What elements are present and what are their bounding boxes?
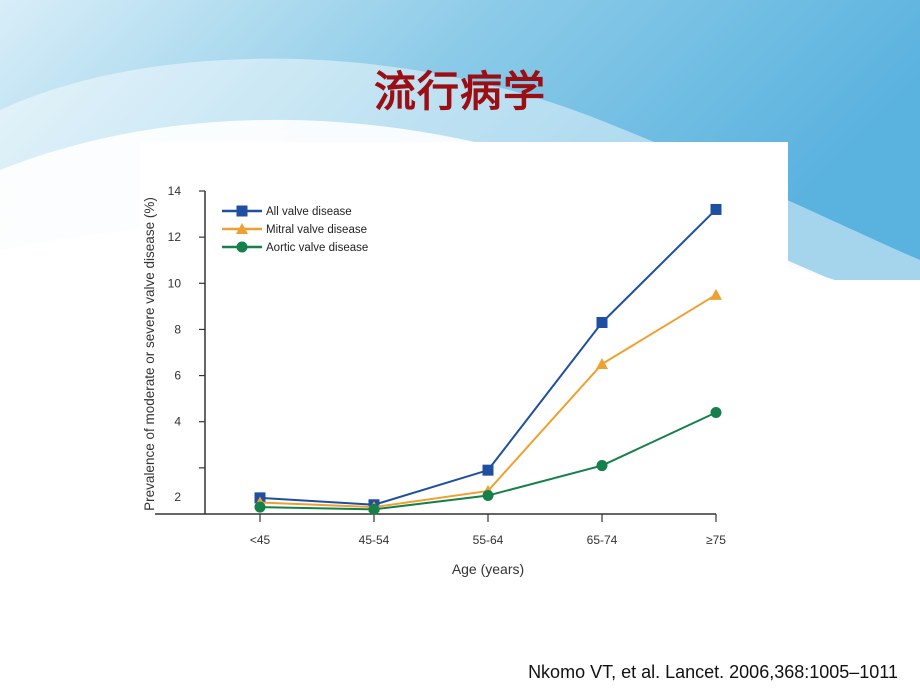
x-tick-label: <45 [250,533,271,547]
marker-circle [596,460,608,472]
x-tick-label: 45-54 [359,533,390,547]
y-tick-label: 8 [174,322,181,336]
marker-square [596,317,608,329]
y-tick-label: 6 [174,369,181,383]
marker-square [482,464,494,476]
marker-circle [254,501,266,513]
marker-square [236,205,248,217]
marker-square [710,203,722,215]
legend-item: Aortic valve disease [222,241,368,254]
y-tick-label: 4 [174,415,181,429]
y-tick-label: 12 [168,230,182,244]
x-tick-label: ≥75 [706,533,726,547]
legend-label: Aortic valve disease [266,242,368,254]
marker-triangle [236,223,248,234]
x-tick-label: 55-64 [473,533,504,547]
marker-circle [236,241,248,253]
y-axis-label: Prevalence of moderate or severe valve d… [142,197,157,511]
marker-circle [368,503,380,515]
line-chart: 2 4 6 8 10 12 14 <45 45-54 55-64 65-74 ≥75 All valv… [142,184,726,577]
slide-title: 流行病学 [373,67,546,116]
citation: Nkomo VT, et al. Lancet. 2006,368:1005–1… [528,662,898,682]
y-tick-label: 10 [168,276,182,290]
marker-circle [482,490,494,502]
legend-item: Mitral valve disease [222,223,367,236]
x-axis-label: Age (years) [452,561,524,577]
marker-circle [710,406,722,418]
legend-item: All valve disease [222,205,352,218]
marker-triangle [596,358,608,370]
marker-triangle [710,288,722,300]
series-mitral-valve-disease [254,288,722,513]
legend-label: All valve disease [266,206,352,218]
x-tick-label: 65-74 [587,533,618,547]
chart-figure: 2 4 6 8 10 12 14 <45 45-54 55-64 65-74 ≥75 All valv… [140,142,788,592]
y-tick-label: 14 [168,184,182,198]
legend-label: Mitral valve disease [266,224,367,236]
y-tick-label: 2 [174,490,181,504]
series-aortic-valve-disease [254,406,722,515]
